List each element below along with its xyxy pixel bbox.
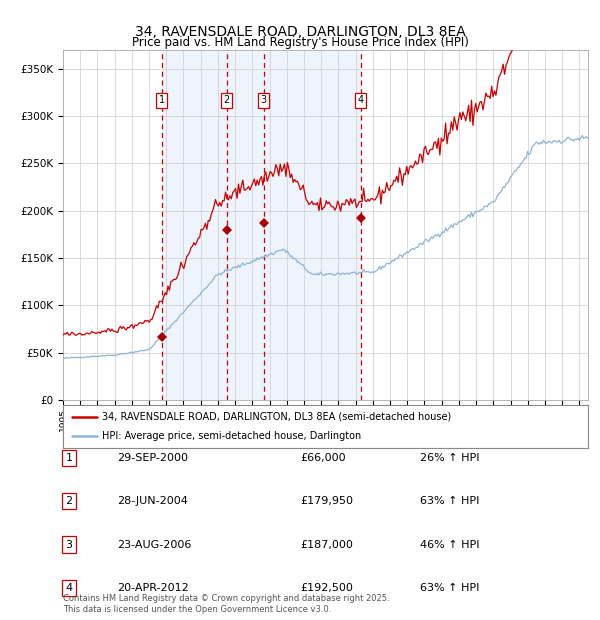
- Text: 2: 2: [223, 95, 230, 105]
- Text: 26% ↑ HPI: 26% ↑ HPI: [420, 453, 479, 463]
- Text: 28-JUN-2004: 28-JUN-2004: [117, 496, 188, 506]
- Text: HPI: Average price, semi-detached house, Darlington: HPI: Average price, semi-detached house,…: [103, 432, 362, 441]
- Text: 3: 3: [260, 95, 266, 105]
- Text: 63% ↑ HPI: 63% ↑ HPI: [420, 496, 479, 506]
- Text: 20-APR-2012: 20-APR-2012: [117, 583, 189, 593]
- Text: 2: 2: [65, 496, 73, 506]
- Text: £192,500: £192,500: [300, 583, 353, 593]
- Text: 63% ↑ HPI: 63% ↑ HPI: [420, 583, 479, 593]
- Text: 46% ↑ HPI: 46% ↑ HPI: [420, 539, 479, 549]
- Text: £187,000: £187,000: [300, 539, 353, 549]
- Bar: [227, 50, 263, 400]
- Text: 29-SEP-2000: 29-SEP-2000: [117, 453, 188, 463]
- Bar: [162, 50, 227, 400]
- Bar: [263, 50, 361, 400]
- Text: Contains HM Land Registry data © Crown copyright and database right 2025.
This d: Contains HM Land Registry data © Crown c…: [63, 595, 389, 614]
- Text: 3: 3: [65, 539, 73, 549]
- Text: 1: 1: [65, 453, 73, 463]
- Text: Price paid vs. HM Land Registry's House Price Index (HPI): Price paid vs. HM Land Registry's House …: [131, 36, 469, 49]
- Text: 23-AUG-2006: 23-AUG-2006: [117, 539, 191, 549]
- Text: £179,950: £179,950: [300, 496, 353, 506]
- Text: 4: 4: [358, 95, 364, 105]
- Text: 4: 4: [65, 583, 73, 593]
- Text: 34, RAVENSDALE ROAD, DARLINGTON, DL3 8EA: 34, RAVENSDALE ROAD, DARLINGTON, DL3 8EA: [134, 25, 466, 39]
- Text: £66,000: £66,000: [300, 453, 346, 463]
- Text: 1: 1: [159, 95, 165, 105]
- Text: 34, RAVENSDALE ROAD, DARLINGTON, DL3 8EA (semi-detached house): 34, RAVENSDALE ROAD, DARLINGTON, DL3 8EA…: [103, 412, 452, 422]
